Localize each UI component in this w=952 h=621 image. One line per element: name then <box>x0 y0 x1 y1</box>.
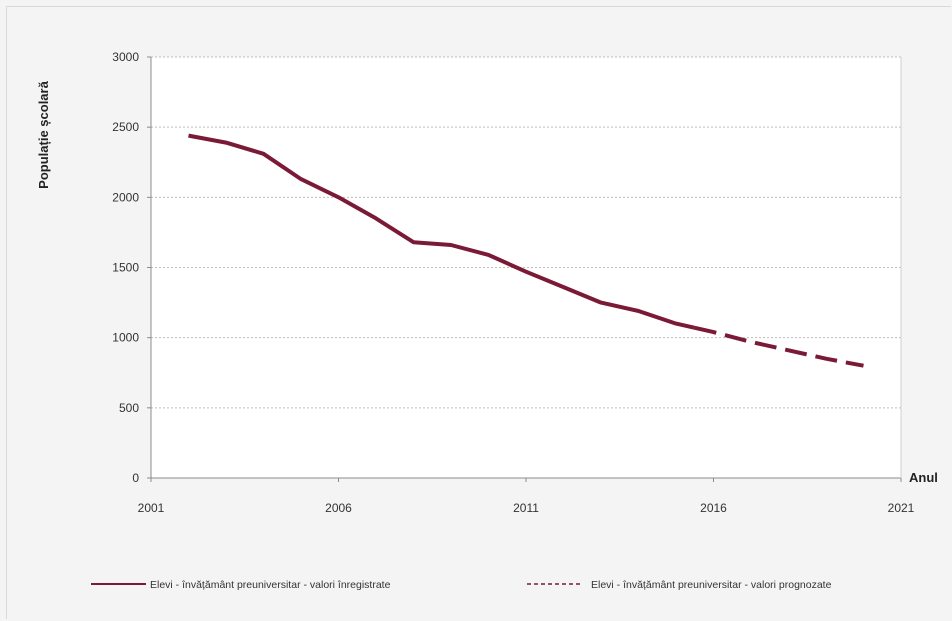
chart-frame: 0 500 1000 1500 2000 2500 3000 2001 2006 2011 2016… <box>6 6 951 619</box>
x-tick-label: 2006 <box>325 501 352 515</box>
legend: Elevi - învățământ preuniversitar - valo… <box>91 579 832 591</box>
x-tick-label: 2011 <box>513 501 539 515</box>
y-tick-label: 1000 <box>112 331 139 345</box>
legend-label-forecast: Elevi - învățământ preuniversitar - valo… <box>591 579 832 591</box>
y-tick-label: 2000 <box>112 190 139 204</box>
legend-label-recorded: Elevi - învățământ preuniversitar - valo… <box>150 579 391 591</box>
y-tick-label: 3000 <box>112 50 139 64</box>
y-tick-label: 1500 <box>112 261 139 275</box>
y-tick-label: 2500 <box>112 120 139 134</box>
x-tick-label: 2001 <box>138 501 165 515</box>
series-line-recorded <box>188 133 696 330</box>
series-line-forecast <box>694 325 864 368</box>
y-axis-title: Populație școlară <box>36 80 51 188</box>
y-tick-label: 0 <box>132 471 139 485</box>
x-tick-label: 2016 <box>700 501 727 515</box>
line-chart: 0 500 1000 1500 2000 2500 3000 2001 2006 2011 2016… <box>36 50 938 591</box>
y-tick-label: 500 <box>119 401 139 415</box>
x-tick-label: 2021 <box>888 501 915 515</box>
x-axis-title: Anul <box>909 470 938 485</box>
